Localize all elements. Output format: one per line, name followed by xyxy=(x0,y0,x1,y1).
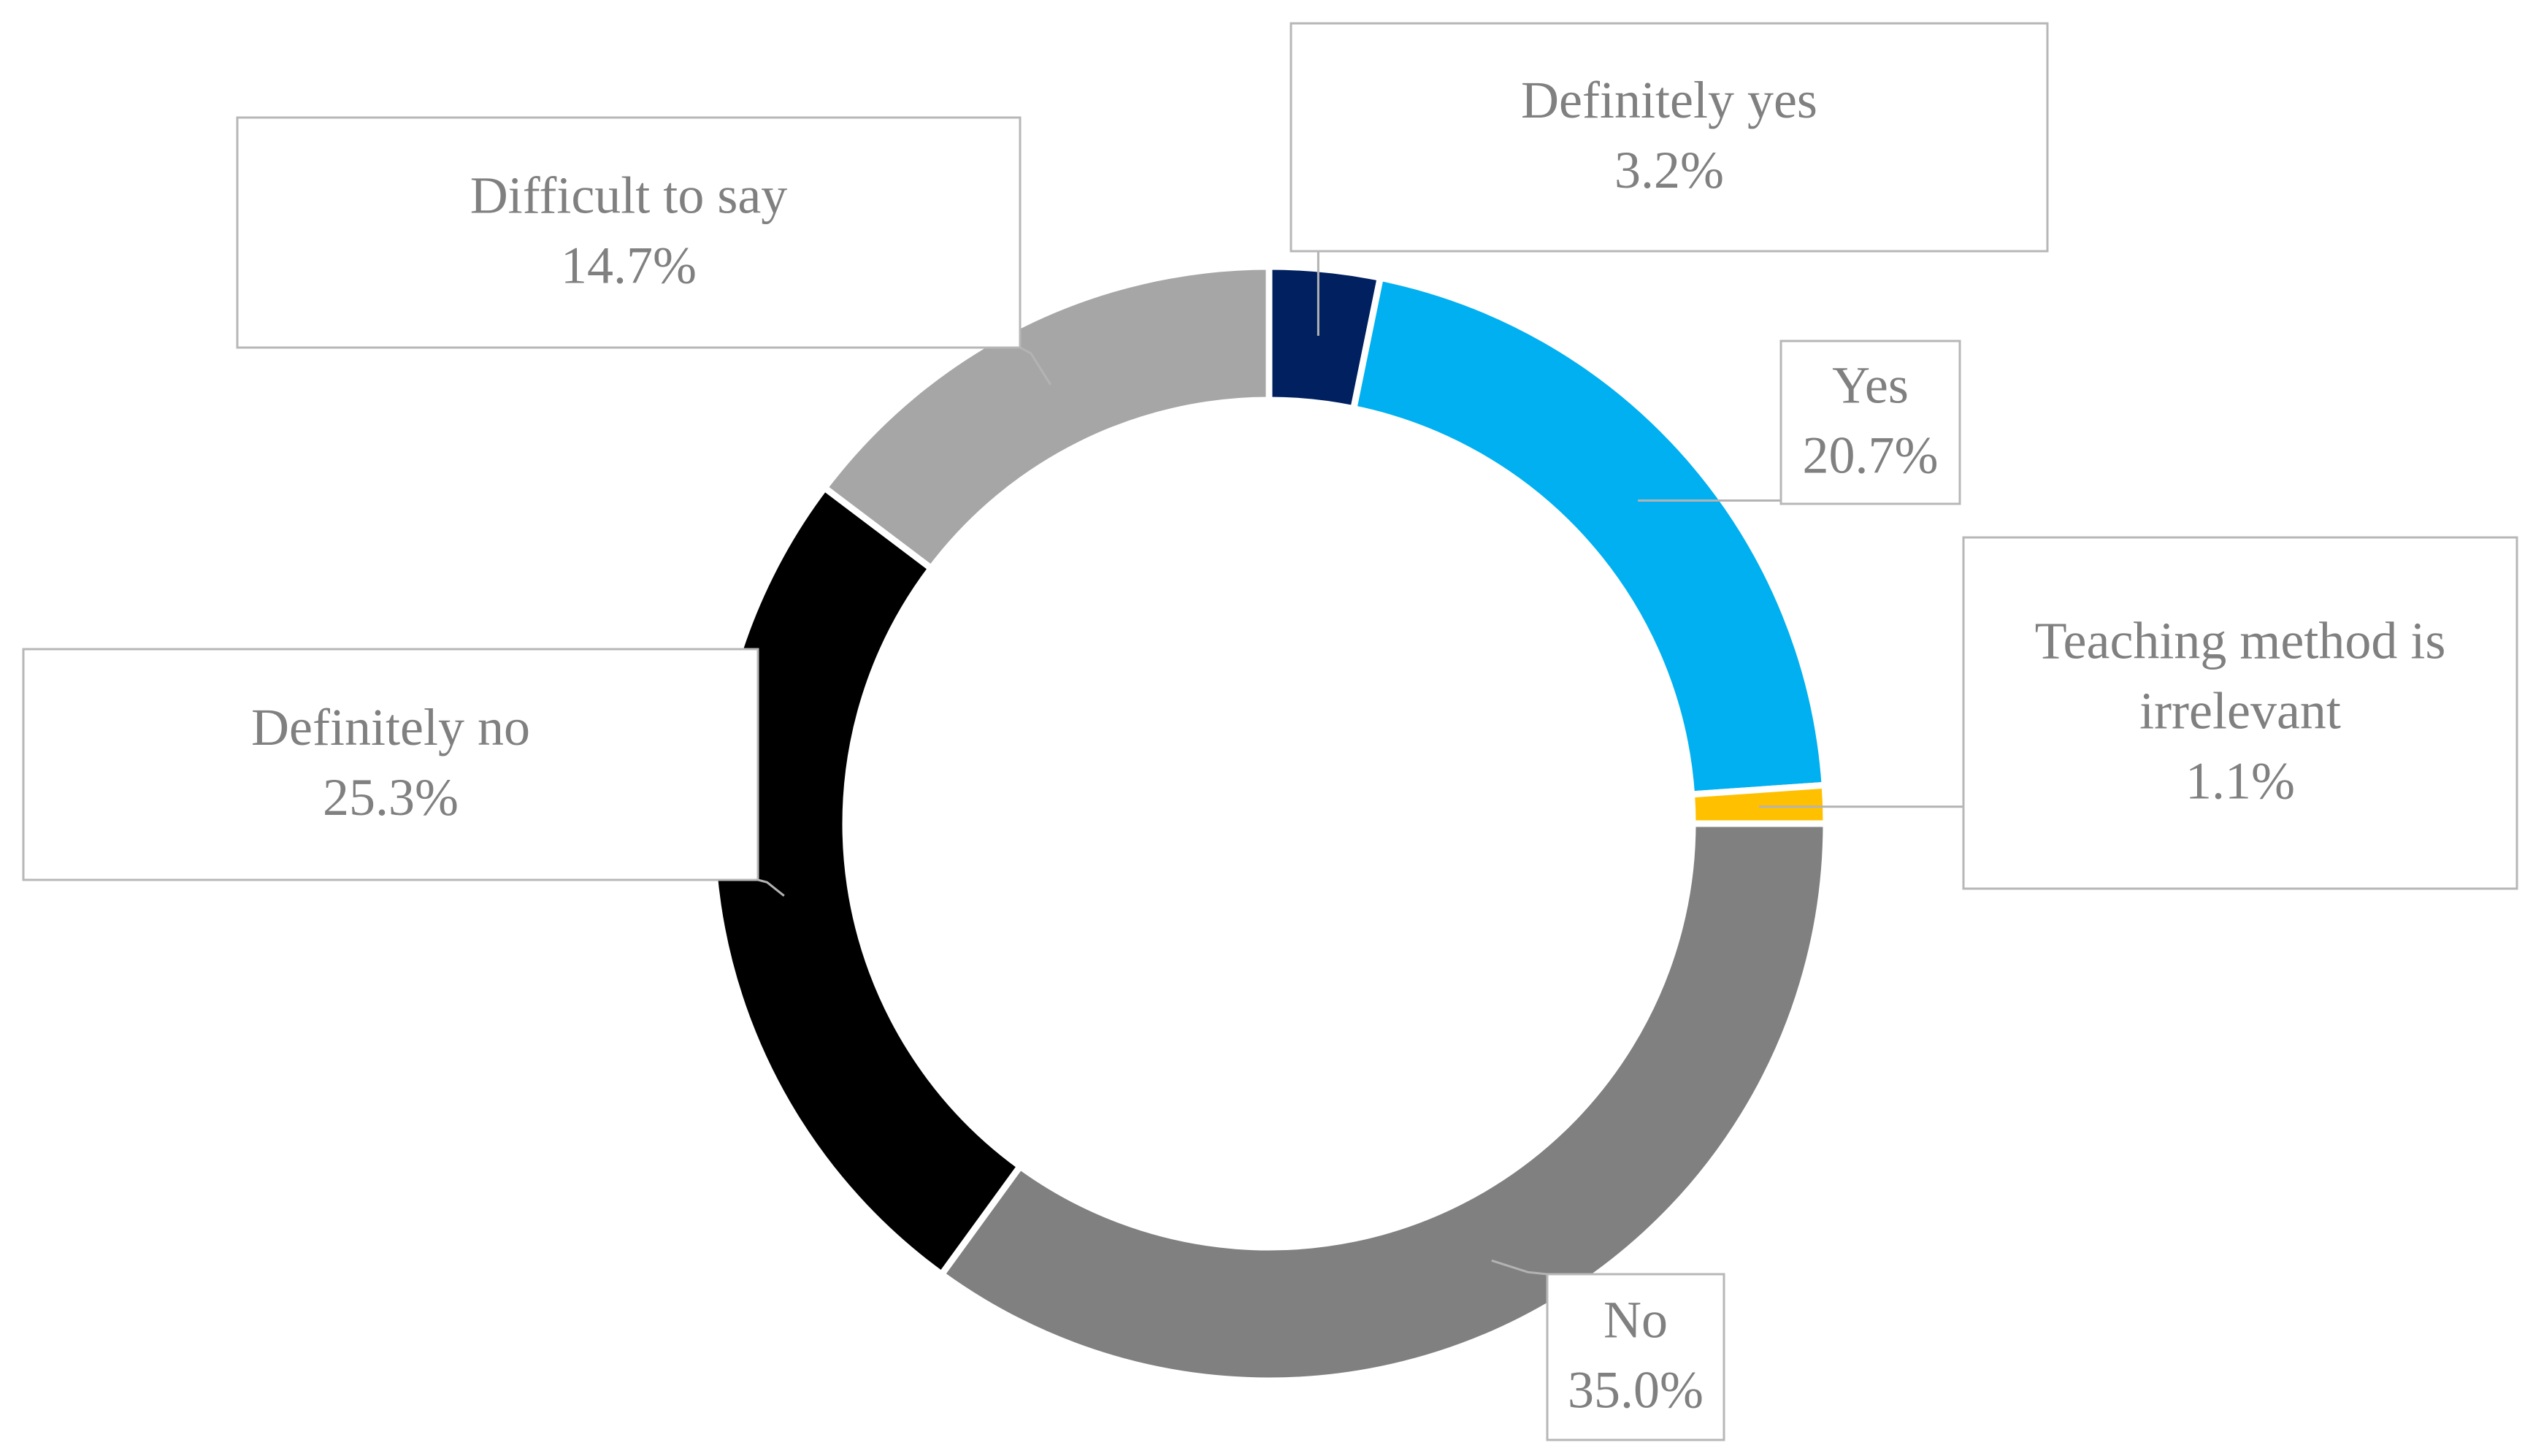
callout-box-teaching-method-is-irrelevant xyxy=(1962,536,2518,890)
leader-line-definitely-no xyxy=(757,878,785,897)
data-label-definitely-yes: Definitely yes 3.2% xyxy=(1521,71,1817,199)
data-label-difficult-to-say: Difficult to say 14.7% xyxy=(470,166,788,295)
category-label-teaching-method-is-irrelevant: irrelevant xyxy=(2139,682,2341,740)
callout-no: No 35.0% xyxy=(1546,1273,1725,1441)
callout-teaching-method-is-irrelevant: Teaching method is irrelevant 1.1% xyxy=(1962,536,2518,890)
slice-difficult-to-say xyxy=(819,263,1273,573)
slice-yes xyxy=(1349,274,1828,798)
callout-box-definitely-yes xyxy=(1290,22,2049,253)
callout-box-definitely-no xyxy=(22,648,759,881)
leader-line-no xyxy=(1491,1259,1548,1276)
value-label-difficult-to-say: 14.7% xyxy=(561,237,697,295)
category-label-teaching-method-is-irrelevant: Teaching method is xyxy=(2035,612,2446,670)
callout-box-yes xyxy=(1779,340,1961,505)
data-label-yes: Yes 20.7% xyxy=(1803,356,1939,485)
category-label-yes: Yes xyxy=(1832,356,1909,415)
slice-no xyxy=(937,820,1830,1384)
data-label-teaching-method-is-irrelevant: Teaching method is irrelevant 1.1% xyxy=(2035,612,2446,811)
callout-box-difficult-to-say xyxy=(236,116,1022,349)
category-label-definitely-yes: Definitely yes xyxy=(1521,71,1817,129)
callout-definitely-no: Definitely no 25.3% xyxy=(22,648,759,881)
category-label-difficult-to-say: Difficult to say xyxy=(470,166,788,225)
value-label-definitely-no: 25.3% xyxy=(323,768,459,827)
data-label-definitely-no: Definitely no 25.3% xyxy=(251,698,530,827)
leader-line-difficult-to-say xyxy=(1019,346,1052,386)
callout-definitely-yes: Definitely yes 3.2% xyxy=(1290,22,2049,253)
leader-lines xyxy=(757,251,1963,1276)
callout-yes: Yes 20.7% xyxy=(1779,340,1961,505)
category-label-no: No xyxy=(1603,1291,1668,1349)
callout-box-no xyxy=(1546,1273,1725,1441)
category-label-definitely-no: Definitely no xyxy=(251,698,530,756)
value-label-yes: 20.7% xyxy=(1803,426,1939,485)
slice-definitely-no xyxy=(708,483,1025,1279)
slice-teaching-method-is-irrelevant xyxy=(1687,781,1830,827)
callout-difficult-to-say: Difficult to say 14.7% xyxy=(236,116,1022,349)
data-label-no: No 35.0% xyxy=(1568,1291,1704,1419)
donut-slices xyxy=(708,263,1830,1384)
value-label-definitely-yes: 3.2% xyxy=(1614,141,1724,199)
value-label-no: 35.0% xyxy=(1568,1361,1704,1419)
value-label-teaching-method-is-irrelevant: 1.1% xyxy=(2185,752,2295,811)
callout-labels: Definitely yes 3.2% Yes 20.7% Teaching metho… xyxy=(22,22,2518,1441)
